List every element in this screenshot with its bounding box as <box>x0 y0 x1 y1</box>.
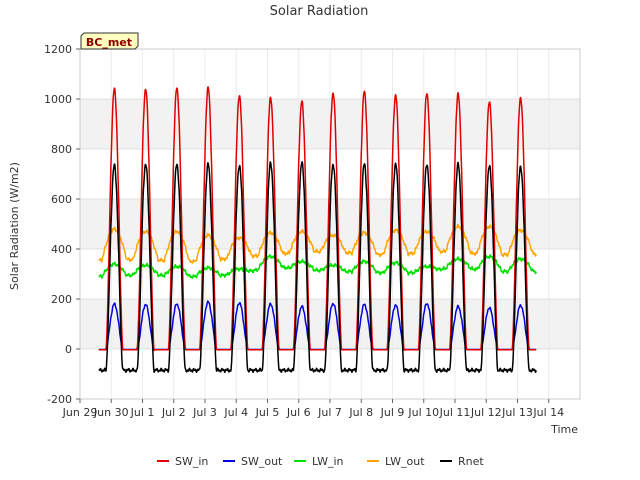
legend-label: Rnet <box>458 455 484 468</box>
x-tick-label: Jul 7 <box>317 406 342 419</box>
y-tick-label: 400 <box>51 243 72 256</box>
series-line-rnet <box>98 161 537 373</box>
legend-label: LW_out <box>385 455 425 468</box>
x-tick-label: Jul 13 <box>501 406 533 419</box>
legend-label: SW_in <box>175 455 208 468</box>
x-tick-label: Jul 12 <box>470 406 502 419</box>
y-tick-label: 800 <box>51 143 72 156</box>
badge-box <box>80 32 139 50</box>
y-tick-label: 0 <box>65 343 72 356</box>
x-tick-label: Jul 10 <box>407 406 439 419</box>
y-tick-label: 1000 <box>44 93 72 106</box>
x-tick-label: Jul 14 <box>532 406 564 419</box>
x-tick-label: Jul 6 <box>286 406 311 419</box>
legend: SW_in SW_out LW_in LW_out Rnet <box>157 455 484 468</box>
x-tick-label: Jul 4 <box>223 406 248 419</box>
y-axis-ticks: -200 0 200 400 600 800 1000 1200 <box>44 43 80 406</box>
x-tick-label: Jul 1 <box>130 406 155 419</box>
series-line-sw-in <box>98 86 537 352</box>
y-tick-label: -200 <box>47 393 72 406</box>
x-tick-label: Jul 5 <box>255 406 280 419</box>
site-badge: BC_met <box>80 32 139 50</box>
y-tick-label: 1200 <box>44 43 72 56</box>
y-tick-label: 600 <box>51 193 72 206</box>
legend-label: LW_in <box>312 455 344 468</box>
x-tick-label: Jul 3 <box>192 406 217 419</box>
x-tick-label: Jul 11 <box>439 406 471 419</box>
x-axis-label: Time <box>550 423 578 436</box>
x-tick-label: Jul 9 <box>380 406 405 419</box>
badge-label: BC_met <box>86 36 132 49</box>
y-tick-label: 200 <box>51 293 72 306</box>
x-tick-label: Jun 29 <box>62 406 98 419</box>
x-tick-label: Jul 8 <box>348 406 373 419</box>
x-tick-label: Jun 30 <box>93 406 129 419</box>
y-axis-label: Solar Radiation (W/m2) <box>8 162 21 290</box>
series-layer <box>98 86 537 373</box>
chart-title: Solar Radiation <box>270 4 369 19</box>
legend-label: SW_out <box>241 455 283 468</box>
x-tick-label: Jul 2 <box>161 406 186 419</box>
